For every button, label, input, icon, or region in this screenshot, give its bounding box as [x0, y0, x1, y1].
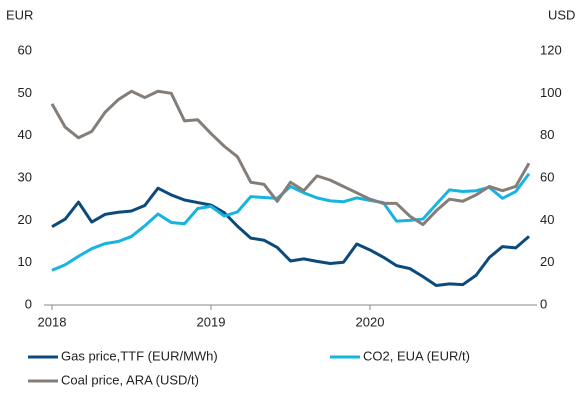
legend-label: CO2, EUA (EUR/t): [363, 348, 470, 363]
y-axis-title: EUR: [6, 7, 33, 22]
y2-tick-label: 20: [540, 254, 554, 269]
legend-label: Coal price, ARA (USD/t): [61, 372, 199, 387]
y2-tick-label: 0: [540, 296, 547, 311]
y2-tick-label: 80: [540, 127, 554, 142]
y2-tick-label: 120: [540, 42, 562, 57]
y-tick-label: 20: [18, 212, 32, 227]
series-line: [50, 89, 531, 227]
x-tick-label: 2019: [197, 314, 226, 329]
series-line: [51, 186, 530, 288]
y2-tick-label: 60: [540, 169, 554, 184]
legend-label: Gas price,TTF (EUR/MWh): [61, 348, 218, 363]
x-tick-label: 2018: [38, 314, 67, 329]
y2-axis-title: USD: [548, 7, 575, 22]
y-tick-label: 60: [18, 42, 32, 57]
y-tick-label: 40: [18, 127, 32, 142]
series-line: [51, 172, 531, 272]
y-tick-label: 0: [25, 296, 32, 311]
y-tick-label: 30: [18, 169, 32, 184]
x-tick-label: 2020: [356, 314, 385, 329]
y2-tick-label: 100: [540, 85, 562, 100]
y2-tick-label: 40: [540, 212, 554, 227]
y-tick-label: 10: [18, 254, 32, 269]
y-tick-label: 50: [18, 85, 32, 100]
